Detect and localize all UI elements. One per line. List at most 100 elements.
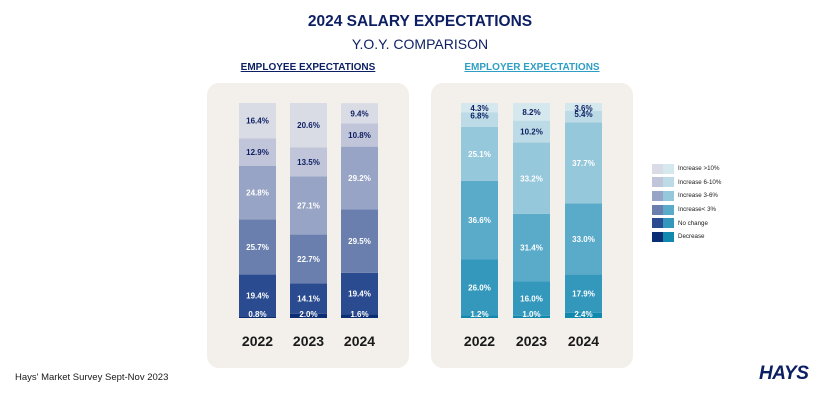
employee-bar-2024-increase-3-6 xyxy=(341,146,378,210)
employee-label-2022-no-change: 19.4% xyxy=(246,291,269,300)
employee-bar-2023-increase-3-6 xyxy=(290,176,327,235)
hays-logo: HAYS xyxy=(759,363,809,384)
legend-item-increase-under-3: Increase< 3% xyxy=(652,203,721,217)
employer-label-2024-increase-3-6: 37.7% xyxy=(572,159,595,168)
employer-bar-2023-increase-3-6 xyxy=(513,142,550,214)
employee-label-2022-increase-3-6: 24.8% xyxy=(246,189,269,198)
chart-title: 2024 SALARY EXPECTATIONS xyxy=(307,13,533,30)
employer-label-2024-decrease: 2.4% xyxy=(574,310,592,319)
legend-item-increase-over-10: Increase >10% xyxy=(652,162,721,176)
employer-label-2023-increase-6-10: 10.2% xyxy=(520,128,543,137)
legend-swatch-employee xyxy=(652,231,663,242)
employee-bar-2023-no-change xyxy=(290,283,327,314)
employee-bar-2023-increase-under-3 xyxy=(290,234,327,284)
employee-label-2024-increase-3-6: 29.2% xyxy=(348,174,371,183)
employer-label-2024-no-change: 17.9% xyxy=(572,290,595,299)
employee-label-2024-increase-over-10: 9.4% xyxy=(350,109,368,118)
employee-year-label-2024: 2024 xyxy=(344,333,375,349)
employee-label-2023-decrease: 2.0% xyxy=(299,310,317,319)
legend-label: No change xyxy=(678,219,708,227)
legend-item-increase-3-6: Increase 3-6% xyxy=(652,189,721,203)
employer-label-2022-increase-3-6: 25.1% xyxy=(468,150,491,159)
employer-bar-2024-decrease xyxy=(565,312,602,318)
employee-label-2024-increase-under-3: 29.5% xyxy=(348,237,371,246)
employer-year-label-2023: 2023 xyxy=(516,333,547,349)
employer-bar-2024-increase-under-3 xyxy=(565,203,602,275)
employee-bar-2023-increase-over-10 xyxy=(290,103,327,148)
legend-swatch-employee xyxy=(652,204,663,215)
legend-label: Increase >10% xyxy=(678,165,720,173)
employer-label-2023-increase-under-3: 31.4% xyxy=(520,244,543,253)
employee-label-2023-no-change: 14.1% xyxy=(297,295,320,304)
employee-bar-2022-increase-under-3 xyxy=(239,219,276,275)
employer-bar-2023-no-change xyxy=(513,281,550,316)
employer-year-label-2022: 2022 xyxy=(464,333,495,349)
legend-item-decrease: Decrease xyxy=(652,230,721,244)
employer-label-2022-increase-6-10: 6.8% xyxy=(470,112,488,121)
employee-label-2024-decrease: 1.6% xyxy=(350,310,368,319)
employer-label-2024-increase-under-3: 33.0% xyxy=(572,235,595,244)
employee-label-2022-decrease: 0.8% xyxy=(248,310,266,319)
legend-swatch-employer xyxy=(663,231,674,242)
employee-bar-2024-increase-over-10 xyxy=(341,103,378,124)
employer-bar-2024-increase-6-10 xyxy=(565,110,602,123)
legend: Increase >10% Increase 6-10% Increase 3-6%… xyxy=(652,162,721,244)
employee-label-2022-increase-under-3: 25.7% xyxy=(246,243,269,252)
employer-bar-2023-increase-6-10 xyxy=(513,120,550,143)
employee-label-2022-increase-6-10: 12.9% xyxy=(246,148,269,157)
employer-label-2022-no-change: 26.0% xyxy=(468,283,491,292)
employer-bar-2023-decrease xyxy=(513,315,550,318)
employee-year-label-2023: 2023 xyxy=(293,333,324,349)
employee-label-2023-increase-over-10: 20.6% xyxy=(297,121,320,130)
legend-item-no-change: No change xyxy=(652,216,721,230)
employee-bar-2022-increase-6-10 xyxy=(239,138,276,166)
employee-label-2024-no-change: 19.4% xyxy=(348,290,371,299)
employee-bar-2024-increase-under-3 xyxy=(341,209,378,273)
employer-bar-2024-increase-over-10 xyxy=(565,103,602,111)
legend-label: Increase 6-10% xyxy=(678,178,722,186)
employer-label-2023-no-change: 16.0% xyxy=(520,295,543,304)
employer-bar-2022-increase-3-6 xyxy=(461,126,498,181)
legend-label: Decrease xyxy=(678,233,705,241)
legend-swatch-employer xyxy=(663,204,674,215)
employee-bar-2022-increase-3-6 xyxy=(239,165,276,220)
legend-swatch-employee xyxy=(652,163,663,174)
employer-panel-title: EMPLOYER EXPECTATIONS xyxy=(464,62,600,73)
employer-bar-2022-increase-under-3 xyxy=(461,180,498,260)
employee-label-2023-increase-3-6: 27.1% xyxy=(297,201,320,210)
employer-label-2024-increase-6-10: 5.4% xyxy=(574,110,592,119)
legend-swatch-employer xyxy=(663,177,674,188)
employee-bar-2022-no-change xyxy=(239,274,276,317)
legend-swatch-employee xyxy=(652,218,663,229)
source-note: Hays' Market Survey Sept-Nov 2023 xyxy=(15,372,169,383)
employer-bar-2022-increase-6-10 xyxy=(461,112,498,127)
employee-label-2024-increase-6-10: 10.8% xyxy=(348,131,371,140)
employee-year-label-2022: 2022 xyxy=(242,333,273,349)
legend-label: Increase< 3% xyxy=(678,206,717,214)
employee-bar-2023-increase-6-10 xyxy=(290,147,327,177)
employer-bar-2024-increase-3-6 xyxy=(565,122,602,204)
employer-label-2022-increase-under-3: 36.6% xyxy=(468,216,491,225)
employer-bar-2023-increase-over-10 xyxy=(513,103,550,121)
employer-label-2023-increase-3-6: 33.2% xyxy=(520,174,543,183)
employee-label-2023-increase-6-10: 13.5% xyxy=(297,158,320,167)
employer-label-2024-increase-over-10: 3.6% xyxy=(574,104,592,113)
employee-label-2022-increase-over-10: 16.4% xyxy=(246,117,269,126)
employee-bar-2022-increase-over-10 xyxy=(239,103,276,139)
employee-label-2023-increase-under-3: 22.7% xyxy=(297,255,320,264)
legend-swatch-employer xyxy=(663,190,674,201)
employee-bar-2023-decrease xyxy=(290,313,327,318)
employer-label-2022-increase-over-10: 4.3% xyxy=(470,104,488,113)
employer-bar-2022-increase-over-10 xyxy=(461,103,498,113)
chart-subtitle: Y.O.Y. COMPARISON xyxy=(351,36,489,52)
legend-swatch-employer xyxy=(663,163,674,174)
employee-bar-2024-no-change xyxy=(341,272,378,315)
employee-bar-2024-decrease xyxy=(341,314,378,318)
legend-swatch-employee xyxy=(652,177,663,188)
legend-swatch-employer xyxy=(663,218,674,229)
employer-label-2023-decrease: 1.0% xyxy=(522,310,540,319)
employer-year-label-2024: 2024 xyxy=(568,333,599,349)
employer-label-2022-decrease: 1.2% xyxy=(470,310,488,319)
employee-bar-2022-decrease xyxy=(239,316,276,318)
